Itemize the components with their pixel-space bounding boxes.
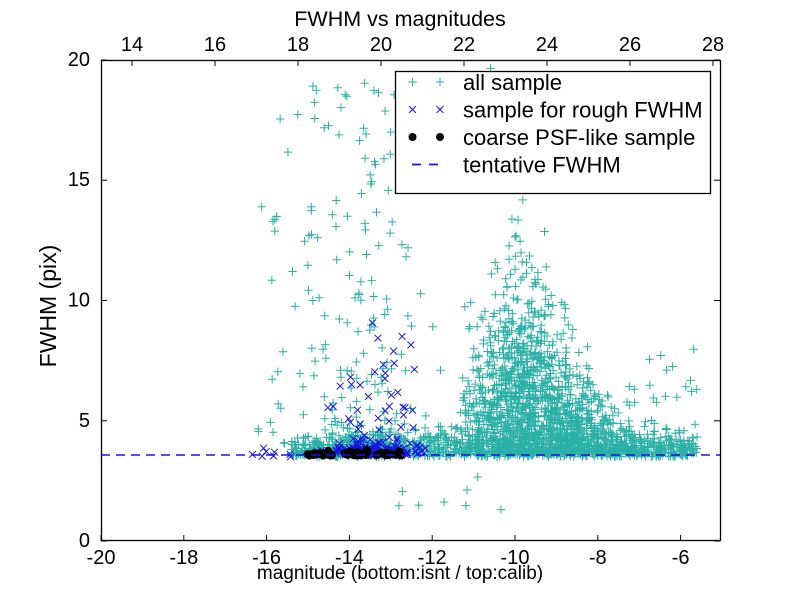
svg-text:22: 22	[453, 34, 475, 56]
svg-text:all sample: all sample	[463, 70, 562, 95]
svg-text:20: 20	[370, 34, 392, 56]
svg-text:sample for rough FWHM: sample for rough FWHM	[463, 98, 703, 123]
svg-text:24: 24	[536, 34, 558, 56]
svg-text:10: 10	[68, 290, 90, 312]
svg-text:5: 5	[79, 410, 90, 432]
svg-text:15: 15	[68, 169, 90, 191]
svg-text:FWHM (pix): FWHM (pix)	[35, 245, 61, 368]
svg-text:26: 26	[619, 34, 641, 56]
svg-text:20: 20	[68, 49, 90, 71]
svg-text:28: 28	[702, 34, 724, 56]
svg-text:18: 18	[287, 34, 309, 56]
svg-text:coarse PSF-like sample: coarse PSF-like sample	[463, 125, 695, 150]
svg-text:tentative FWHM: tentative FWHM	[463, 153, 621, 178]
svg-text:0: 0	[79, 530, 90, 552]
svg-text:16: 16	[204, 34, 226, 56]
svg-text:14: 14	[121, 34, 143, 56]
